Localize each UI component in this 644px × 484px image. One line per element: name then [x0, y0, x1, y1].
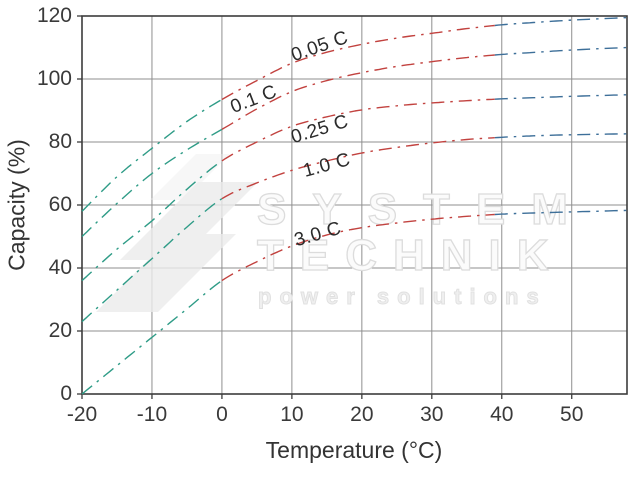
y-tick-label: 60	[48, 193, 72, 216]
y-tick-label: 100	[36, 67, 72, 90]
y-tick-label: 0	[60, 382, 72, 405]
x-tick-label: -10	[136, 403, 168, 426]
watermark-tagline: power solutions	[258, 284, 547, 309]
y-tick-label: 20	[48, 319, 72, 342]
x-axis-title: Temperature (°C)	[265, 437, 443, 463]
x-tick-label: 40	[490, 403, 514, 426]
x-tick-label: 50	[560, 403, 584, 426]
x-tick-label: 10	[280, 403, 304, 426]
x-tick-label: -20	[66, 403, 98, 426]
watermark-logo	[96, 154, 258, 312]
x-tick-label: 20	[350, 403, 374, 426]
y-tick-label: 40	[48, 256, 72, 279]
x-tick-label: 30	[420, 403, 444, 426]
y-tick-label: 80	[48, 130, 72, 153]
y-tick-label: 120	[36, 4, 72, 27]
x-tick-label: 0	[216, 403, 228, 426]
